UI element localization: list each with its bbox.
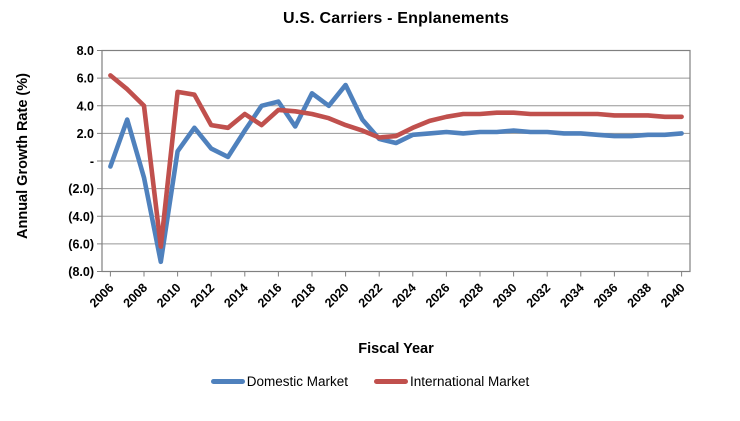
series-line-international-market: [108, 73, 684, 249]
y-tick-label: 8.0: [77, 44, 94, 58]
legend: Domestic Market International Market: [0, 374, 740, 389]
legend-label-domestic: Domestic Market: [246, 374, 348, 389]
y-tick-label: (6.0): [68, 237, 94, 251]
y-tick-label: 2.0: [77, 127, 94, 141]
x-tick-label: 2038: [625, 281, 655, 311]
x-tick-label: 2040: [658, 281, 688, 311]
y-tick-label: (2.0): [68, 182, 94, 196]
x-tick-label: 2020: [322, 281, 352, 311]
x-tick-label: 2024: [389, 281, 419, 311]
x-tick-label: 2018: [289, 281, 319, 311]
y-tick-label: -: [90, 155, 94, 169]
chart-title: U.S. Carriers - Enplanements: [282, 10, 510, 27]
legend-swatch-domestic-line: [210, 379, 245, 384]
legend-item-international: International Market: [373, 374, 530, 389]
y-tick-label: 6.0: [77, 72, 94, 86]
x-tick-label: 2032: [524, 281, 554, 311]
legend-label-international: International Market: [409, 374, 530, 389]
y-tick-label: (4.0): [68, 210, 94, 224]
x-tick-label: 2028: [457, 281, 487, 311]
x-tick-label: 2026: [423, 281, 453, 311]
x-tick-label: 2022: [356, 281, 386, 311]
x-tick-label: 2012: [188, 281, 218, 311]
x-tick-label: 2014: [221, 281, 251, 311]
x-tick-label: 2030: [490, 281, 520, 311]
x-tick-label: 2034: [557, 281, 587, 311]
y-tick-label: 4.0: [77, 99, 94, 113]
y-tick-label: (8.0): [68, 265, 94, 279]
plot-border: [101, 49, 691, 273]
x-tick-label: 2036: [591, 281, 621, 311]
legend-item-domestic: Domestic Market: [210, 374, 348, 389]
legend-swatch-international-line: [373, 379, 408, 384]
x-axis-title: Fiscal Year: [358, 341, 434, 357]
series-line-domestic-market: [108, 82, 684, 265]
x-tick-label: 2016: [255, 281, 285, 311]
x-tick-label: 2008: [121, 281, 151, 311]
x-tick-label: 2006: [87, 281, 117, 311]
x-tick-label: 2010: [154, 281, 184, 311]
